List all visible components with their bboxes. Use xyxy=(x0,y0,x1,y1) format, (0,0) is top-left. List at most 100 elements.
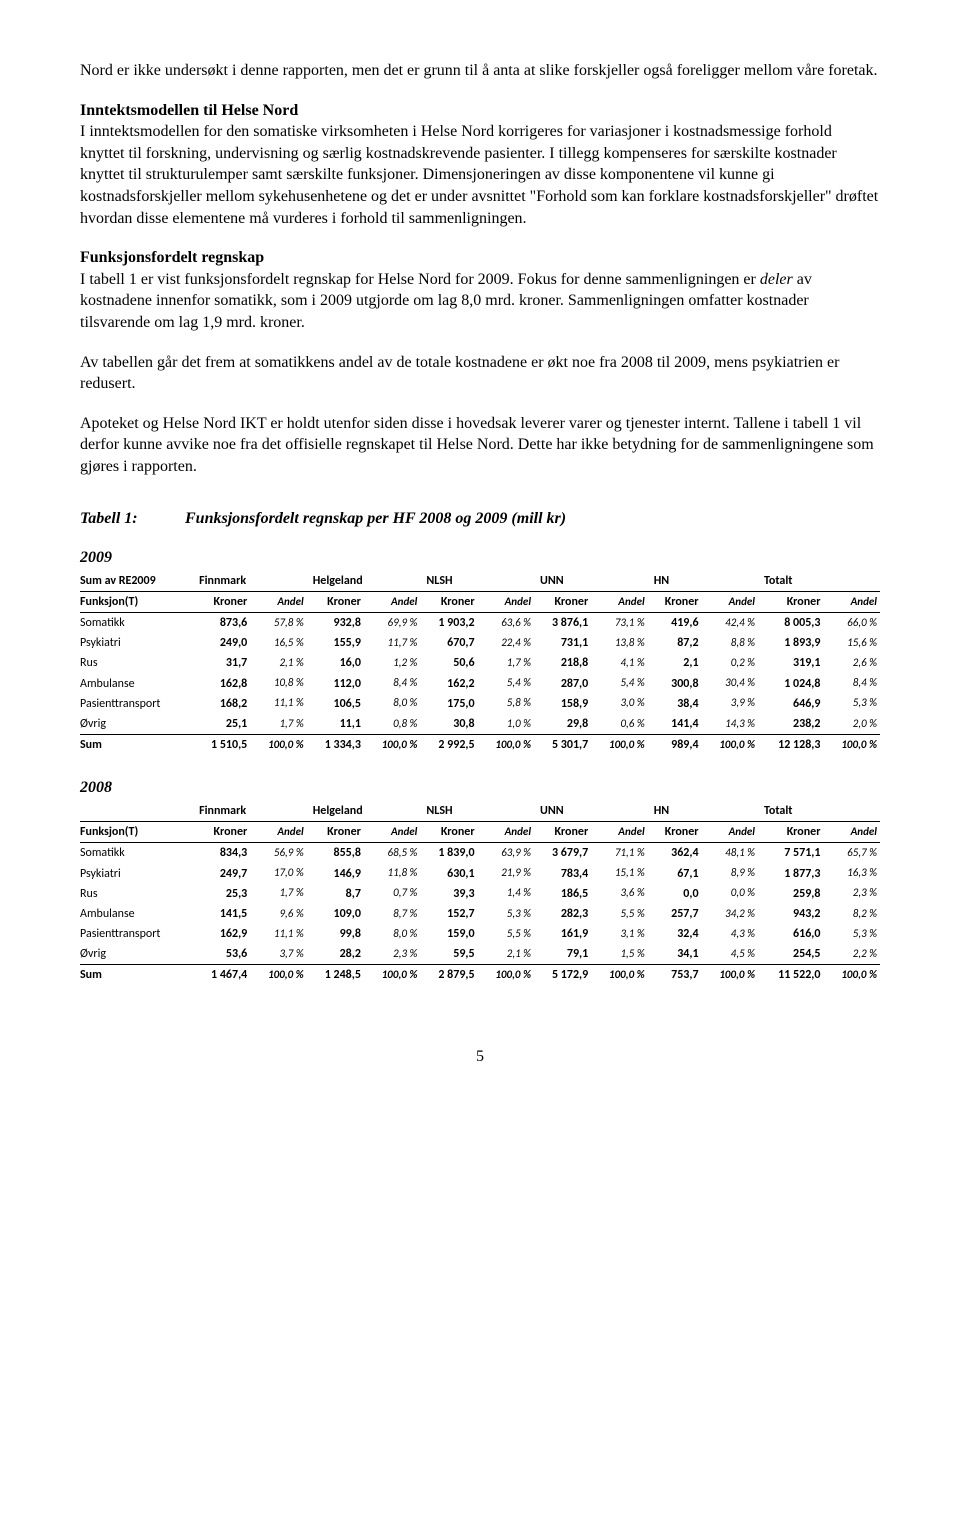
cell: 13,8 % xyxy=(591,633,647,653)
cell: 300,8 xyxy=(648,674,702,694)
header-cell: Helgeland xyxy=(307,801,421,822)
header-cell: Andel xyxy=(250,591,306,612)
table-label: Tabell 1: xyxy=(80,508,185,530)
cell: 11,7 % xyxy=(364,633,420,653)
cell: 11,1 % xyxy=(250,924,306,944)
cell: Ambulanse xyxy=(80,674,193,694)
cell: 11,8 % xyxy=(364,864,420,884)
table-row: Ambulanse141,59,6 %109,08,7 %152,75,3 %2… xyxy=(80,904,880,924)
header-cell: Kroner xyxy=(758,822,823,843)
cell: 21,9 % xyxy=(478,864,534,884)
paragraph: I inntektsmodellen for den somatiske vir… xyxy=(80,123,878,226)
header-cell: Kroner xyxy=(534,591,591,612)
cell: 0,0 xyxy=(648,884,702,904)
cell: 989,4 xyxy=(648,735,702,756)
cell: 630,1 xyxy=(420,864,477,884)
cell: 1,0 % xyxy=(478,714,534,735)
cell: 3 679,7 xyxy=(534,843,591,864)
cell: 8,9 % xyxy=(702,864,758,884)
cell: 8,4 % xyxy=(364,674,420,694)
cell: 8,2 % xyxy=(823,904,880,924)
cell: Pasienttransport xyxy=(80,924,193,944)
header-cell: Kroner xyxy=(193,822,250,843)
header-cell: Kroner xyxy=(534,822,591,843)
cell: 65,7 % xyxy=(823,843,880,864)
cell: Ambulanse xyxy=(80,904,193,924)
cell: 17,0 % xyxy=(250,864,306,884)
cell: 319,1 xyxy=(758,653,823,673)
table-row: Ambulanse162,810,8 %112,08,4 %162,25,4 %… xyxy=(80,674,880,694)
header-cell: Kroner xyxy=(420,822,477,843)
cell: 855,8 xyxy=(307,843,364,864)
table-row: Rus25,31,7 %8,70,7 %39,31,4 %186,53,6 %0… xyxy=(80,884,880,904)
header-cell: Andel xyxy=(364,591,420,612)
header-cell: Kroner xyxy=(193,591,250,612)
cell: 168,2 xyxy=(193,694,250,714)
cell: 56,9 % xyxy=(250,843,306,864)
paragraph: Av tabellen går det frem at somatikkens … xyxy=(80,352,880,395)
cell: 100,0 % xyxy=(250,735,306,756)
header-cell: HN xyxy=(648,801,758,822)
cell: 2 992,5 xyxy=(420,735,477,756)
cell: 1 467,4 xyxy=(193,965,250,986)
cell: 1,7 % xyxy=(250,884,306,904)
cell: 1,7 % xyxy=(478,653,534,673)
header-cell: Funksjon(T) xyxy=(80,822,193,843)
table-header-row: Sum av RE2009 Finnmark Helgeland NLSH UN… xyxy=(80,571,880,592)
cell: 67,1 xyxy=(648,864,702,884)
cell: 100,0 % xyxy=(702,965,758,986)
table-2008: Finnmark Helgeland NLSH UNN HN Totalt Fu… xyxy=(80,801,880,986)
cell: 259,8 xyxy=(758,884,823,904)
cell: 287,0 xyxy=(534,674,591,694)
cell: 100,0 % xyxy=(478,735,534,756)
cell: 1,7 % xyxy=(250,714,306,735)
cell: Sum xyxy=(80,965,193,986)
cell: 186,5 xyxy=(534,884,591,904)
cell: 5,3 % xyxy=(823,694,880,714)
cell: 53,6 xyxy=(193,944,250,965)
cell: 22,4 % xyxy=(478,633,534,653)
table-header-row: Finnmark Helgeland NLSH UNN HN Totalt xyxy=(80,801,880,822)
cell: 16,5 % xyxy=(250,633,306,653)
table-title: Funksjonsfordelt regnskap per HF 2008 og… xyxy=(185,508,566,530)
header-cell: Andel xyxy=(702,591,758,612)
cell: 2,3 % xyxy=(364,944,420,965)
cell: Somatikk xyxy=(80,613,193,634)
cell: 0,6 % xyxy=(591,714,647,735)
cell: 8,7 % xyxy=(364,904,420,924)
cell: 0,8 % xyxy=(364,714,420,735)
cell: 99,8 xyxy=(307,924,364,944)
paragraph-text: I tabell 1 er vist funksjonsfordelt regn… xyxy=(80,271,760,288)
header-cell: Funksjon(T) xyxy=(80,591,193,612)
cell: 100,0 % xyxy=(823,965,880,986)
cell: 159,0 xyxy=(420,924,477,944)
emphasis: deler xyxy=(760,271,793,288)
cell: 5 301,7 xyxy=(534,735,591,756)
year-label: 2009 xyxy=(80,547,880,569)
cell: 63,6 % xyxy=(478,613,534,634)
cell: 8,4 % xyxy=(823,674,880,694)
page-number: 5 xyxy=(80,1046,880,1068)
cell: 753,7 xyxy=(648,965,702,986)
cell: 100,0 % xyxy=(250,965,306,986)
header-cell: Totalt xyxy=(758,571,880,592)
cell: 1 903,2 xyxy=(420,613,477,634)
cell: 38,4 xyxy=(648,694,702,714)
cell: 3 876,1 xyxy=(534,613,591,634)
cell: 69,9 % xyxy=(364,613,420,634)
cell: 16,0 xyxy=(307,653,364,673)
cell: 362,4 xyxy=(648,843,702,864)
cell: 175,0 xyxy=(420,694,477,714)
cell: Psykiatri xyxy=(80,864,193,884)
table-sum-row: Sum 1 467,4100,0 % 1 248,5100,0 % 2 879,… xyxy=(80,965,880,986)
header-cell: Totalt xyxy=(758,801,880,822)
cell: 834,3 xyxy=(193,843,250,864)
cell: 5,3 % xyxy=(478,904,534,924)
header-cell: Kroner xyxy=(758,591,823,612)
cell: 873,6 xyxy=(193,613,250,634)
cell: 12 128,3 xyxy=(758,735,823,756)
header-cell: Kroner xyxy=(307,591,364,612)
cell: 5,8 % xyxy=(478,694,534,714)
cell: 2,1 xyxy=(648,653,702,673)
cell: 2,3 % xyxy=(823,884,880,904)
